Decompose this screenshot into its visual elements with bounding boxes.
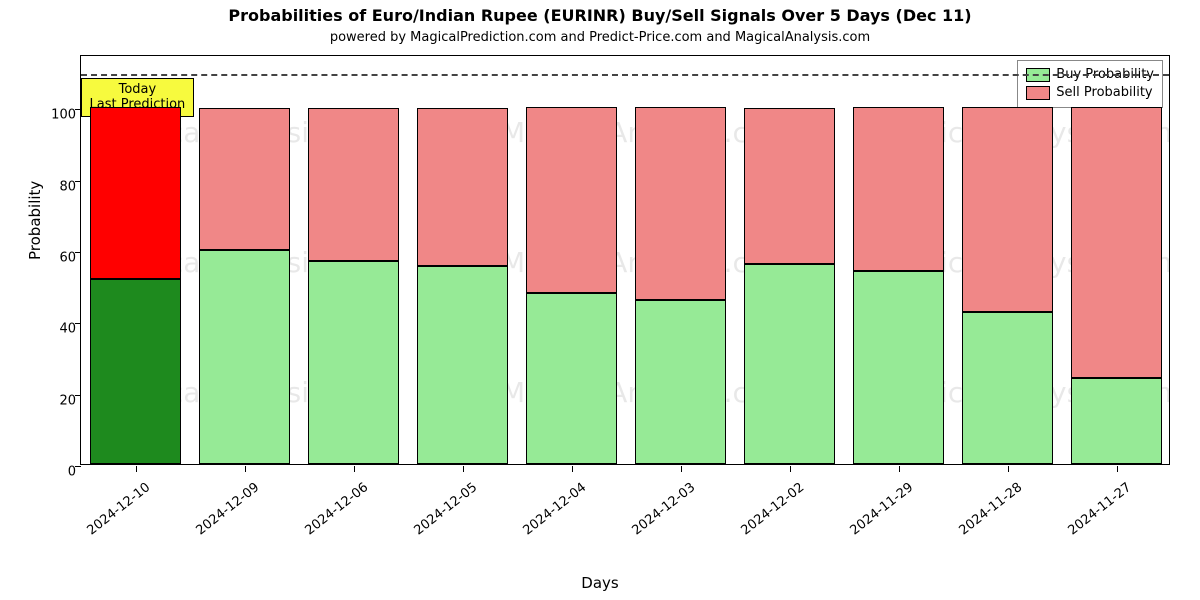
- y-tick-mark: [75, 181, 81, 182]
- y-tick-label: 100: [36, 108, 76, 123]
- bar-buy: [199, 250, 291, 464]
- bar-sell: [90, 107, 182, 278]
- y-tick-label: 40: [36, 322, 76, 337]
- legend-swatch-sell: [1026, 86, 1050, 100]
- x-tick-label: 2024-12-02: [734, 480, 806, 541]
- x-tick-label: 2024-12-09: [189, 480, 261, 541]
- bar-sell: [635, 107, 727, 300]
- x-tick-mark: [790, 466, 791, 472]
- annotation-line1: Today: [90, 82, 186, 98]
- y-tick-label: 20: [36, 393, 76, 408]
- bar-buy: [744, 264, 836, 464]
- legend-label-sell: Sell Probability: [1056, 84, 1152, 102]
- x-tick-mark: [463, 466, 464, 472]
- bar-buy: [526, 293, 618, 464]
- x-tick-mark: [136, 466, 137, 472]
- reference-line: [81, 74, 1169, 76]
- y-tick-mark: [75, 323, 81, 324]
- bar-sell: [417, 108, 509, 267]
- x-tick-label: 2024-12-03: [625, 480, 697, 541]
- x-tick-mark: [1008, 466, 1009, 472]
- x-tick-mark: [572, 466, 573, 472]
- bar-sell: [1071, 107, 1163, 378]
- bar-buy: [635, 300, 727, 464]
- plot-area: MagicalAnalysis.com MagicalAnalysis.com …: [80, 55, 1170, 465]
- x-tick-mark: [1117, 466, 1118, 472]
- bar-sell: [853, 107, 945, 271]
- bar-sell: [308, 108, 400, 261]
- x-axis-label: Days: [0, 574, 1200, 592]
- x-tick-label: 2024-12-04: [516, 480, 588, 541]
- chart-container: Probabilities of Euro/Indian Rupee (EURI…: [0, 0, 1200, 600]
- x-tick-mark: [354, 466, 355, 472]
- bar-buy: [853, 271, 945, 464]
- bar-sell: [744, 108, 836, 265]
- x-tick-label: 2024-11-29: [843, 480, 915, 541]
- x-tick-label: 2024-12-06: [298, 480, 370, 541]
- legend-row-sell: Sell Probability: [1026, 84, 1154, 102]
- bar-buy: [962, 312, 1054, 464]
- bar-buy: [1071, 378, 1163, 464]
- bar-sell: [526, 107, 618, 292]
- y-tick-label: 80: [36, 179, 76, 194]
- y-tick-label: 60: [36, 251, 76, 266]
- x-tick-label: 2024-11-27: [1061, 480, 1133, 541]
- x-tick-mark: [899, 466, 900, 472]
- bar-sell: [199, 108, 291, 251]
- bar-buy: [417, 266, 509, 464]
- y-tick-mark: [75, 109, 81, 110]
- y-tick-label: 0: [36, 465, 76, 480]
- x-tick-mark: [681, 466, 682, 472]
- y-tick-mark: [75, 466, 81, 467]
- x-tick-label: 2024-12-05: [407, 480, 479, 541]
- chart-subtitle: powered by MagicalPrediction.com and Pre…: [0, 30, 1200, 45]
- bar-sell: [962, 107, 1054, 312]
- y-tick-mark: [75, 395, 81, 396]
- legend: Buy Probability Sell Probability: [1017, 60, 1163, 108]
- x-tick-label: 2024-11-28: [952, 480, 1024, 541]
- bar-buy: [90, 279, 182, 464]
- x-tick-label: 2024-12-10: [80, 480, 152, 541]
- y-tick-mark: [75, 252, 81, 253]
- chart-title: Probabilities of Euro/Indian Rupee (EURI…: [0, 6, 1200, 25]
- x-tick-mark: [245, 466, 246, 472]
- bar-buy: [308, 261, 400, 464]
